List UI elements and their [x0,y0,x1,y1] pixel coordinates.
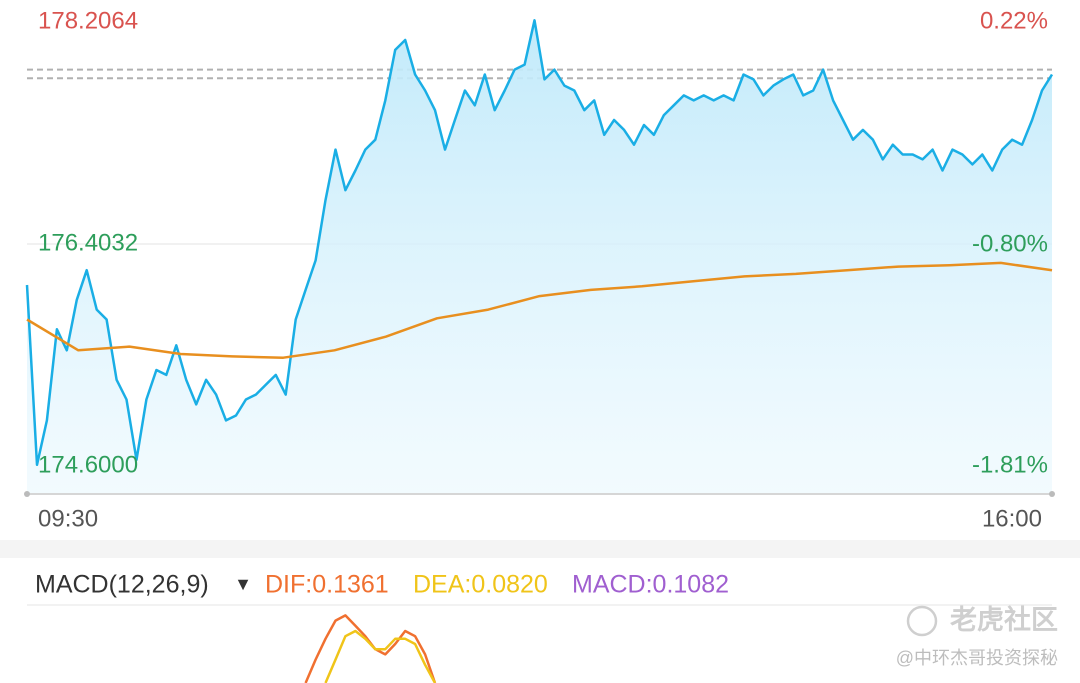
legend-entry: MACD:0.1082 [572,571,729,599]
watermark-icon [906,605,938,637]
price-line [25,19,1054,467]
average-line [26,261,1053,359]
panel-separator [0,540,1080,558]
y2-tick-label: -1.81% [972,451,1048,478]
watermark-author: @中环杰哥投资探秘 [896,648,1058,668]
legend-entry: DIF:0.1361 [265,571,389,599]
x-axis-end [24,491,30,497]
y-tick-label: 178.2064 [38,7,138,34]
x-tick-label: 16:00 [982,505,1042,532]
dropdown-arrow[interactable]: ▼ [234,574,252,594]
y-tick-label: 174.6000 [38,451,138,478]
y2-tick-label: 0.22% [980,7,1048,34]
watermark-brand: 老虎社区 [950,604,1058,635]
legend-entry: DEA:0.0820 [413,571,548,599]
y-tick-label: 176.4032 [38,229,138,256]
x-axis-end [1049,491,1055,497]
indicator-line [324,629,437,683]
x-tick-label: 09:30 [38,505,98,532]
y2-tick-label: -0.80% [972,230,1048,257]
indicator-line [304,614,437,683]
macd-title: MACD(12,26,9) [35,571,209,599]
price-area [27,20,1052,495]
